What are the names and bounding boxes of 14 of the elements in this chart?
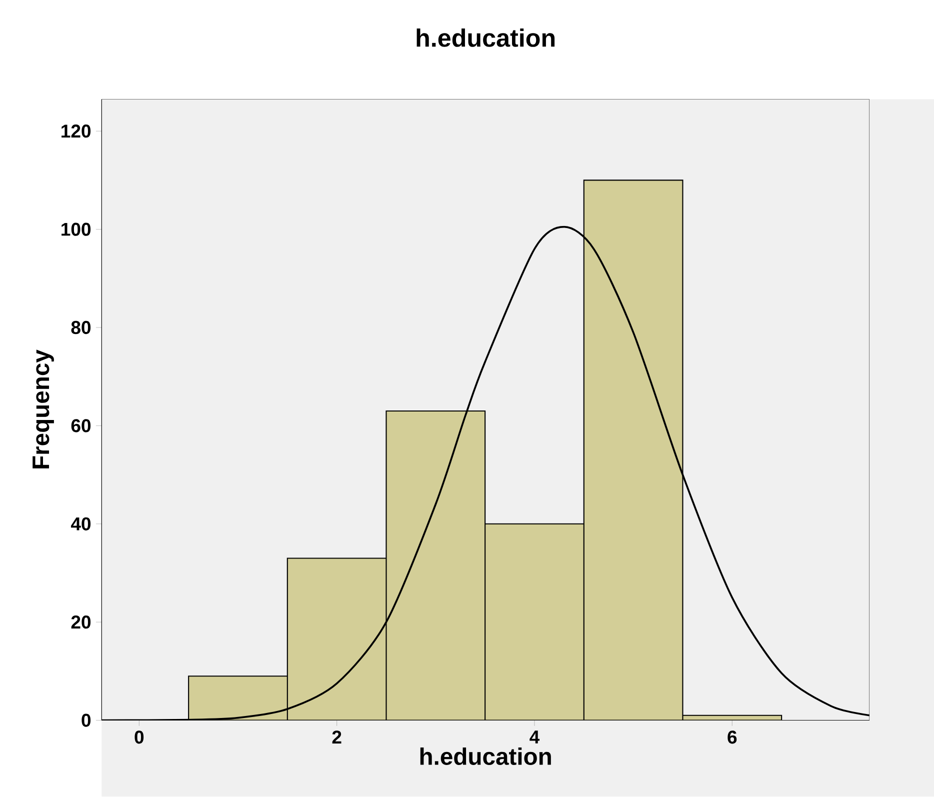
- y-tick-label: 120: [62, 124, 91, 138]
- y-tick-label: 0: [82, 714, 91, 727]
- y-tick-label: 40: [70, 517, 91, 531]
- y-tick-label: 80: [71, 321, 91, 334]
- y-axis-title: Frequency: [32, 350, 54, 469]
- y-tick-label: 100: [62, 222, 91, 236]
- y-tick-label: 60: [71, 419, 91, 432]
- x-tick-label: 0: [134, 730, 144, 744]
- y-tick-label: 20: [71, 616, 91, 629]
- x-axis-title: h.education: [420, 748, 551, 766]
- chart-title: h.education: [416, 28, 555, 48]
- x-tick-label: 6: [728, 730, 737, 744]
- x-tick-label: 4: [530, 730, 540, 744]
- x-tick-label: 2: [332, 730, 342, 744]
